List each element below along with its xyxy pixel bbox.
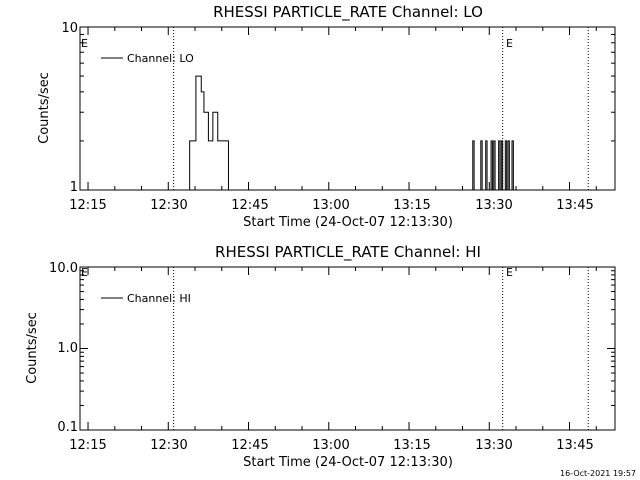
hi-channel-panel: RHESSI PARTICLE_RATE Channel: HI Counts/… — [25, 243, 616, 470]
lo-x-tick-label: 12:15 — [69, 198, 106, 213]
hi-axis-marks — [80, 266, 615, 431]
lo-marker-e-left: E — [81, 37, 88, 50]
hi-legend-label: Channel: HI — [127, 292, 191, 305]
lo-marker-e-right: E — [506, 37, 513, 50]
lo-x-tick-labels: 12:15 12:30 12:45 13:00 13:15 13:30 13:4… — [69, 198, 593, 213]
hi-x-tick-label: 13:15 — [393, 438, 430, 453]
hi-marker-e-right: E — [506, 266, 513, 279]
lo-x-tick-label: 13:45 — [556, 198, 593, 213]
creation-timestamp: 16-Oct-2021 19:57 — [560, 469, 636, 478]
lo-channel-panel: RHESSI PARTICLE_RATE Channel: LO Counts/… — [37, 3, 616, 230]
hi-y-axis-label: Counts/sec — [25, 312, 40, 384]
hi-x-tick-label: 13:45 — [556, 438, 593, 453]
lo-x-axis-label: Start Time (24-Oct-07 12:13:30) — [243, 215, 453, 230]
lo-legend-label: Channel: LO — [127, 52, 194, 65]
hi-y-tick-1: 1.0 — [57, 341, 78, 356]
lo-x-tick-label: 13:00 — [312, 198, 349, 213]
lo-x-tick-label: 12:30 — [150, 198, 187, 213]
lo-x-tick-label: 13:15 — [393, 198, 430, 213]
hi-x-tick-label: 12:15 — [69, 438, 106, 453]
hi-x-tick-labels: 12:15 12:30 12:45 13:00 13:15 13:30 13:4… — [69, 438, 593, 453]
hi-y-tick-10: 10.0 — [49, 261, 78, 276]
hi-x-tick-label: 12:45 — [231, 438, 268, 453]
hi-x-tick-label: 13:30 — [475, 438, 512, 453]
lo-y-axis-label: Counts/sec — [37, 72, 52, 144]
hi-x-tick-label: 13:00 — [312, 438, 349, 453]
lo-rate-series-line — [471, 140, 514, 191]
hi-marker-e-left: E — [81, 266, 88, 279]
lo-rate-series-line — [184, 75, 229, 191]
lo-y-tick-10: 10 — [61, 21, 78, 36]
hi-x-axis-label: Start Time (24-Oct-07 12:13:30) — [243, 455, 453, 470]
lo-x-tick-label: 12:45 — [231, 198, 268, 213]
hi-chart-title: RHESSI PARTICLE_RATE Channel: HI — [215, 243, 481, 262]
lo-x-tick-label: 13:30 — [475, 198, 512, 213]
hi-y-tick-0.1: 0.1 — [57, 420, 78, 435]
lo-plot-frame — [79, 26, 616, 191]
lo-chart-title: RHESSI PARTICLE_RATE Channel: LO — [213, 3, 483, 22]
hi-x-tick-label: 12:30 — [150, 438, 187, 453]
lo-data-series — [184, 75, 514, 191]
lo-y-tick-1: 1 — [70, 180, 78, 195]
